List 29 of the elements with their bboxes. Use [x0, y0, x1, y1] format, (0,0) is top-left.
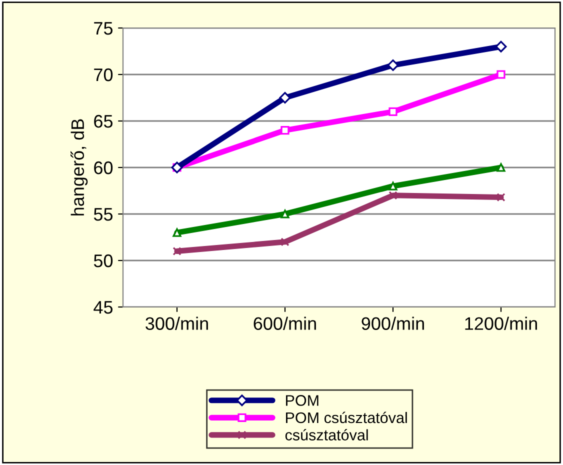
- x-tick-label: 900/min: [362, 316, 424, 330]
- point: [279, 92, 291, 104]
- x-tick-label: 300/min: [146, 316, 208, 330]
- point: [280, 238, 290, 246]
- point: [496, 192, 506, 202]
- y-axis-title: hangerő, dB: [70, 119, 88, 216]
- y-tick-label: 70: [94, 68, 113, 82]
- point: [388, 107, 398, 116]
- legend-label: POM: [286, 395, 318, 406]
- point: [496, 70, 506, 79]
- y-tick-label: 55: [94, 208, 113, 221]
- legend-label: csúsztatóval: [285, 429, 368, 440]
- y-tick-label: 50: [94, 254, 113, 268]
- point: [495, 40, 507, 52]
- legend-label: POM csúsztatóval: [286, 412, 407, 424]
- point: [280, 210, 290, 218]
- point: [388, 191, 398, 200]
- y-tick-label: 65: [94, 114, 113, 128]
- point: [496, 163, 506, 172]
- point: [172, 246, 182, 256]
- y-tick-label: 45: [94, 301, 113, 314]
- x-tick-label: 600/min: [254, 316, 316, 330]
- point: [280, 126, 290, 135]
- y-tick-label: 60: [94, 161, 113, 174]
- x-tick-label: 1200/min: [465, 316, 537, 330]
- y-tick-label: 75: [94, 22, 113, 35]
- point: [387, 59, 399, 71]
- point: [388, 182, 398, 190]
- point: [172, 228, 182, 237]
